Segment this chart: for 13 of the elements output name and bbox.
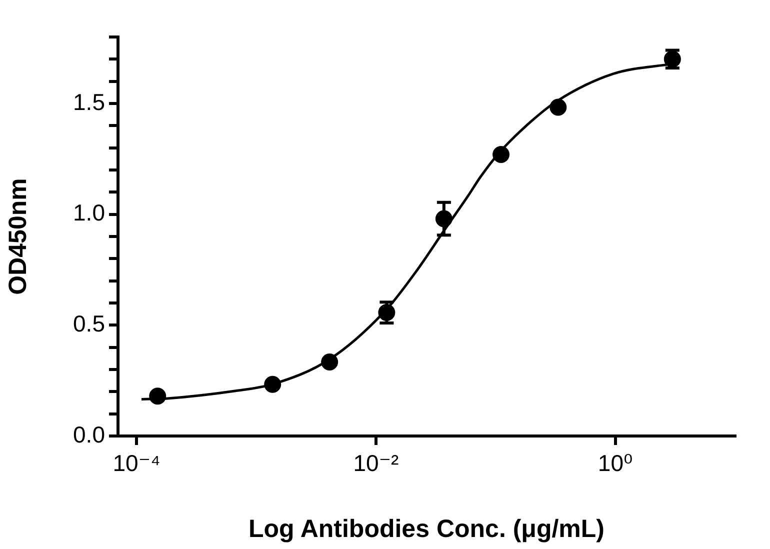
y-tick-label: 0.5 xyxy=(73,310,105,337)
x-tick-label: 10⁰ xyxy=(598,450,633,476)
x-tick-label: 10⁻⁴ xyxy=(112,450,160,476)
point xyxy=(264,376,282,393)
y-tick-label: 0.0 xyxy=(73,421,105,448)
x-tick-label: 10⁻² xyxy=(353,450,399,476)
x-axis-title: Log Antibodies Conc. (μg/mL) xyxy=(248,514,604,543)
y-axis-title: OD450nm xyxy=(4,178,32,295)
point xyxy=(550,98,567,116)
point xyxy=(492,146,510,163)
y-tick-label: 1.0 xyxy=(73,200,105,226)
point xyxy=(321,353,338,370)
y-tick-label: 1.5 xyxy=(73,88,105,115)
